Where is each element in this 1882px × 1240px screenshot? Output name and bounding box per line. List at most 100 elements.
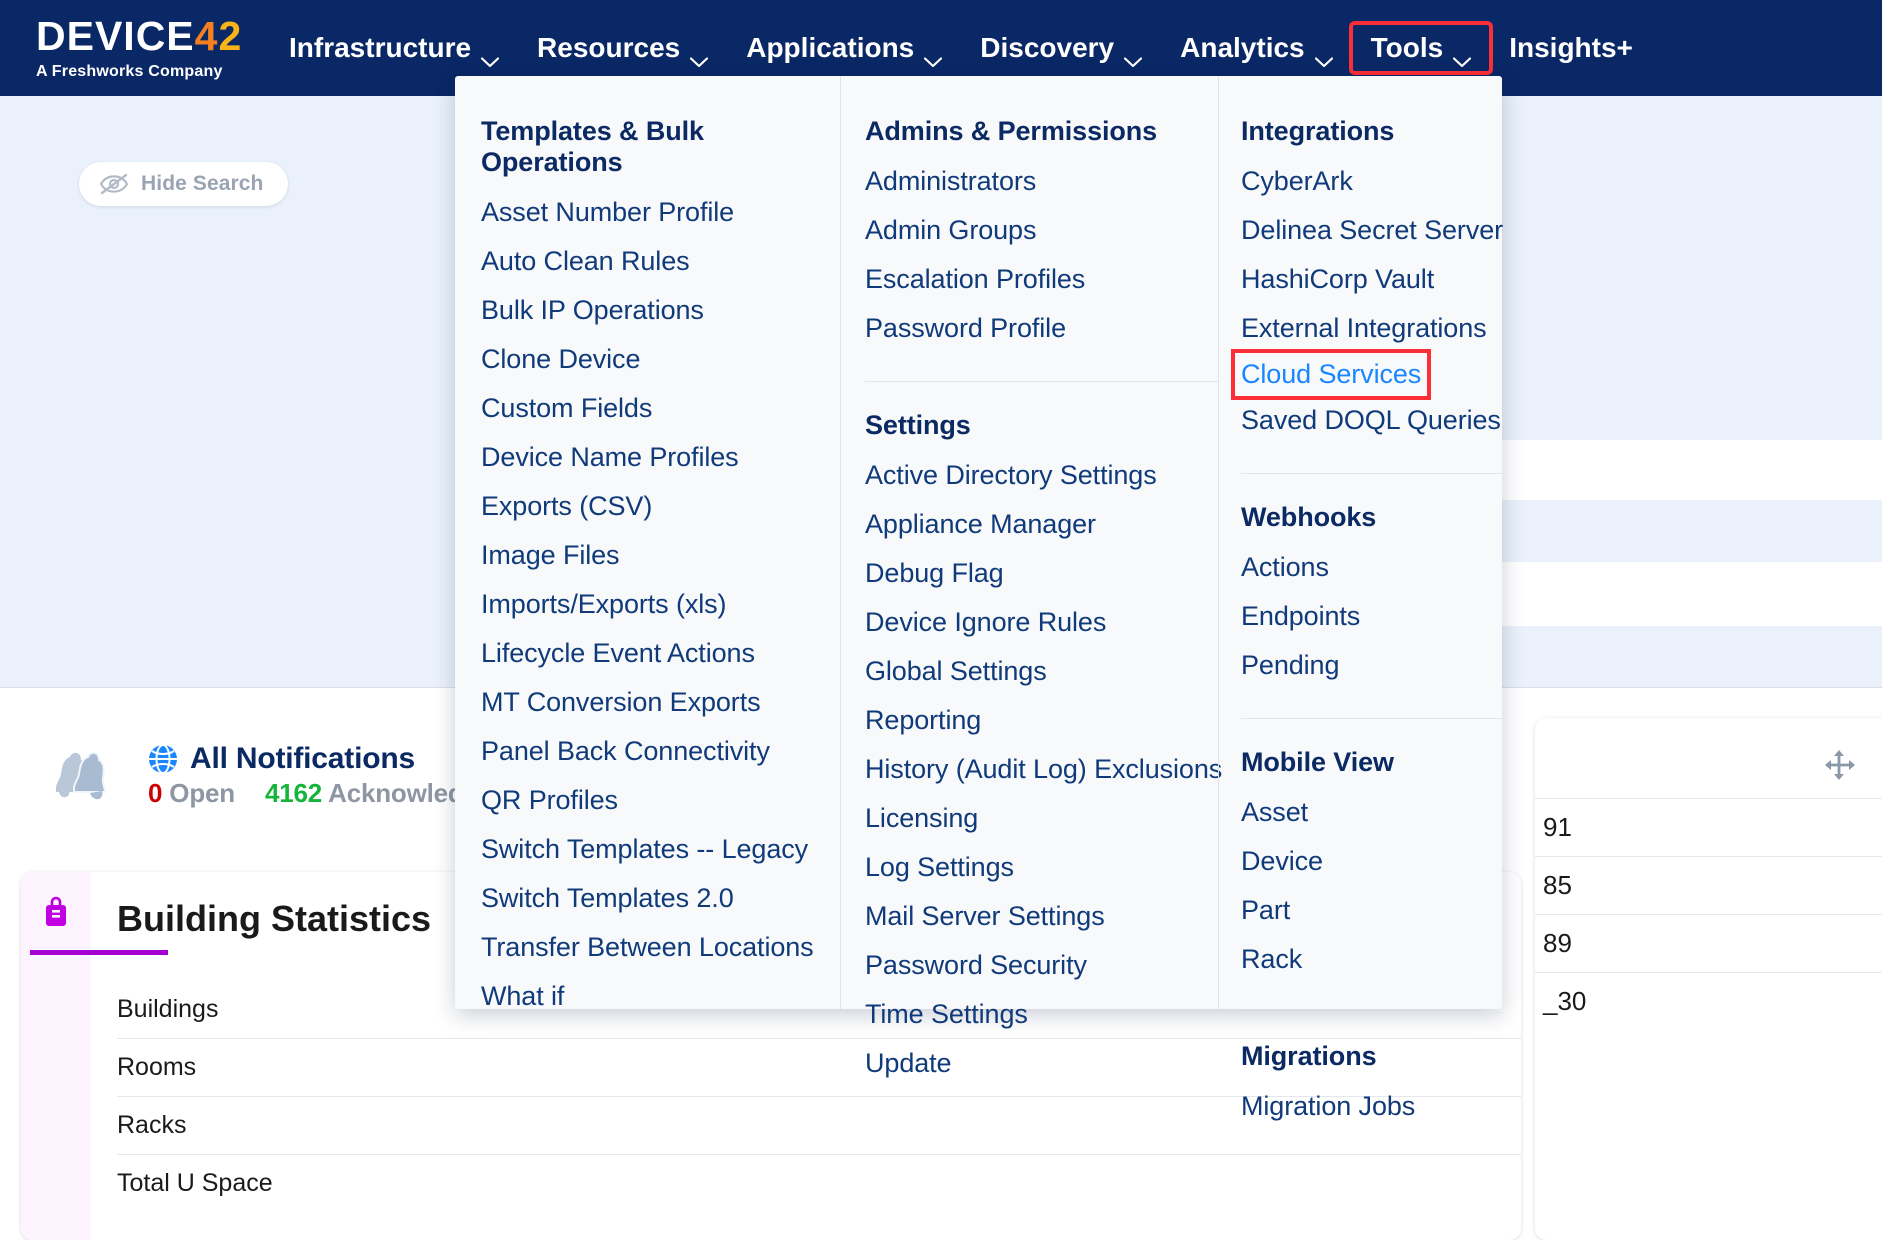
navbar-items: Infrastructure Resources Applications Di…: [270, 21, 1652, 75]
logo-digit-4: 4: [194, 12, 219, 59]
nav-item-resources[interactable]: Resources: [518, 24, 727, 72]
notifications-title-row: All Notifications: [148, 742, 509, 776]
menu-item-switch-templates-20[interactable]: Switch Templates 2.0: [481, 883, 734, 913]
menu-item-licensing[interactable]: Licensing: [865, 803, 979, 833]
logo-digit-2: 2: [218, 12, 243, 59]
table-row: 85: [1535, 856, 1882, 914]
table-row[interactable]: Total U Space: [117, 1154, 1521, 1212]
bg-strip-2: [1490, 500, 1882, 562]
open-label: Open: [169, 777, 235, 808]
logo-wordmark: DEVICE 4 2: [36, 12, 248, 59]
chevron-down-icon: [1314, 43, 1333, 67]
menu-item-webhook-actions[interactable]: Actions: [1241, 552, 1329, 582]
menu-item-admin-groups[interactable]: Admin Groups: [865, 215, 1037, 245]
right-statistics-card: 91 85 89 _30: [1535, 718, 1882, 1240]
table-row[interactable]: Rooms: [117, 1038, 1521, 1096]
nav-label: Discovery: [980, 32, 1115, 63]
menu-item-lifecycle-event-actions[interactable]: Lifecycle Event Actions: [481, 638, 755, 668]
bg-strip-3: [1490, 562, 1882, 626]
nav-item-discovery[interactable]: Discovery: [961, 24, 1161, 72]
menu-item-active-directory-settings[interactable]: Active Directory Settings: [865, 460, 1157, 490]
menu-item-device-ignore-rules[interactable]: Device Ignore Rules: [865, 607, 1107, 637]
megamenu-group-integrations: Integrations CyberArk Delinea Secret Ser…: [1230, 116, 1504, 445]
menu-item-appliance-manager[interactable]: Appliance Manager: [865, 509, 1096, 539]
row-label: Total U Space: [117, 1169, 273, 1197]
menu-item-exports-csv[interactable]: Exports (CSV): [481, 491, 653, 521]
hide-search-label: Hide Search: [141, 172, 264, 195]
nav-item-analytics[interactable]: Analytics: [1161, 24, 1352, 72]
chevron-down-icon: [924, 43, 943, 67]
menu-item-transfer-between-locations[interactable]: Transfer Between Locations: [481, 932, 814, 962]
group-title: Webhooks: [1241, 502, 1377, 532]
menu-item-mt-conversion-exports[interactable]: MT Conversion Exports: [481, 687, 761, 717]
chevron-down-icon: [480, 43, 500, 67]
menu-item-escalation-profiles[interactable]: Escalation Profiles: [865, 264, 1086, 294]
table-row: _30: [1535, 972, 1882, 1030]
menu-item-password-security[interactable]: Password Security: [865, 950, 1087, 980]
megamenu-group-settings: Settings Active Directory Settings Appli…: [865, 381, 1223, 1088]
megamenu-group-templates-bulk-operations: Templates & Bulk Operations Asset Number…: [481, 116, 840, 1021]
menu-item-imports-exports-xls[interactable]: Imports/Exports (xls): [481, 589, 727, 619]
nav-label: Insights+: [1509, 32, 1633, 63]
move-handle-icon[interactable]: [1823, 748, 1857, 782]
menu-item-webhook-endpoints[interactable]: Endpoints: [1241, 601, 1361, 631]
menu-item-custom-fields[interactable]: Custom Fields: [481, 393, 653, 423]
nav-item-applications[interactable]: Applications: [727, 24, 961, 72]
menu-item-switch-templates-legacy[interactable]: Switch Templates -- Legacy: [481, 834, 809, 864]
table-row[interactable]: Racks: [117, 1096, 1521, 1154]
megamenu-group-mobile-view: Mobile View Asset Device Part Rack: [1241, 718, 1502, 984]
menu-item-password-profile[interactable]: Password Profile: [865, 313, 1066, 343]
menu-item-history-audit-log-exclusions[interactable]: History (Audit Log) Exclusions: [865, 754, 1223, 784]
menu-item-clone-device[interactable]: Clone Device: [481, 344, 641, 374]
megamenu-group-admins-permissions: Admins & Permissions Administrators Admi…: [865, 116, 1218, 353]
menu-item-reporting[interactable]: Reporting: [865, 705, 982, 735]
megamenu-column-integrations: Integrations CyberArk Delinea Secret Ser…: [1218, 76, 1504, 1121]
menu-item-device-name-profiles[interactable]: Device Name Profiles: [481, 442, 739, 472]
nav-item-tools[interactable]: Tools: [1348, 21, 1494, 75]
all-notifications-widget[interactable]: All Notifications 0 Open 4162 Acknowledg…: [40, 740, 509, 810]
hide-search-button[interactable]: Hide Search: [79, 162, 288, 206]
menu-item-cyberark[interactable]: CyberArk: [1241, 166, 1353, 196]
menu-item-saved-doql-queries[interactable]: Saved DOQL Queries: [1241, 405, 1501, 435]
notifications-title: All Notifications: [190, 741, 415, 775]
table-row: 91: [1535, 798, 1882, 856]
menu-item-mobile-asset[interactable]: Asset: [1241, 797, 1309, 827]
menu-item-bulk-ip-operations[interactable]: Bulk IP Operations: [481, 295, 704, 325]
menu-item-hashicorp-vault[interactable]: HashiCorp Vault: [1241, 264, 1435, 294]
menu-item-global-settings[interactable]: Global Settings: [865, 656, 1047, 686]
table-row: 89: [1535, 914, 1882, 972]
group-title: Templates & Bulk Operations: [481, 116, 704, 177]
group-title: Admins & Permissions: [865, 116, 1158, 146]
menu-item-auto-clean-rules[interactable]: Auto Clean Rules: [481, 246, 690, 276]
nav-label: Resources: [537, 32, 681, 63]
menu-item-image-files[interactable]: Image Files: [481, 540, 620, 570]
nav-item-insights-plus[interactable]: Insights+: [1490, 24, 1652, 72]
menu-item-external-integrations[interactable]: External Integrations: [1241, 313, 1487, 343]
menu-item-what-if[interactable]: What if: [481, 981, 565, 1011]
table-row[interactable]: Buildings: [117, 980, 1521, 1038]
menu-item-mobile-part[interactable]: Part: [1241, 895, 1291, 925]
menu-item-cloud-services[interactable]: Cloud Services: [1230, 349, 1432, 400]
row-value: 85: [1543, 870, 1572, 900]
menu-item-panel-back-connectivity[interactable]: Panel Back Connectivity: [481, 736, 770, 766]
menu-item-debug-flag[interactable]: Debug Flag: [865, 558, 1004, 588]
menu-item-time-settings[interactable]: Time Settings: [865, 999, 1028, 1029]
menu-item-migration-jobs[interactable]: Migration Jobs: [1241, 1091, 1416, 1121]
menu-item-webhook-pending[interactable]: Pending: [1241, 650, 1340, 680]
menu-item-administrators[interactable]: Administrators: [865, 166, 1037, 196]
menu-item-qr-profiles[interactable]: QR Profiles: [481, 785, 618, 815]
menu-item-mail-server-settings[interactable]: Mail Server Settings: [865, 901, 1105, 931]
megamenu-group-webhooks: Webhooks Actions Endpoints Pending: [1241, 473, 1502, 690]
logo-word: DEVICE: [36, 12, 195, 59]
eye-slash-icon: [99, 173, 129, 195]
menu-item-asset-number-profile[interactable]: Asset Number Profile: [481, 197, 735, 227]
device42-logo[interactable]: DEVICE 4 2 A Freshworks Company: [36, 12, 248, 81]
menu-item-log-settings[interactable]: Log Settings: [865, 852, 1014, 882]
menu-item-mobile-device[interactable]: Device: [1241, 846, 1323, 876]
nav-label: Applications: [746, 32, 915, 63]
menu-item-mobile-rack[interactable]: Rack: [1241, 944, 1303, 974]
menu-item-update[interactable]: Update: [865, 1048, 952, 1078]
nav-item-infrastructure[interactable]: Infrastructure: [270, 24, 518, 72]
menu-item-delinea-secret-server[interactable]: Delinea Secret Server: [1241, 215, 1504, 245]
building-statistics-title: Building Statistics: [117, 898, 432, 939]
